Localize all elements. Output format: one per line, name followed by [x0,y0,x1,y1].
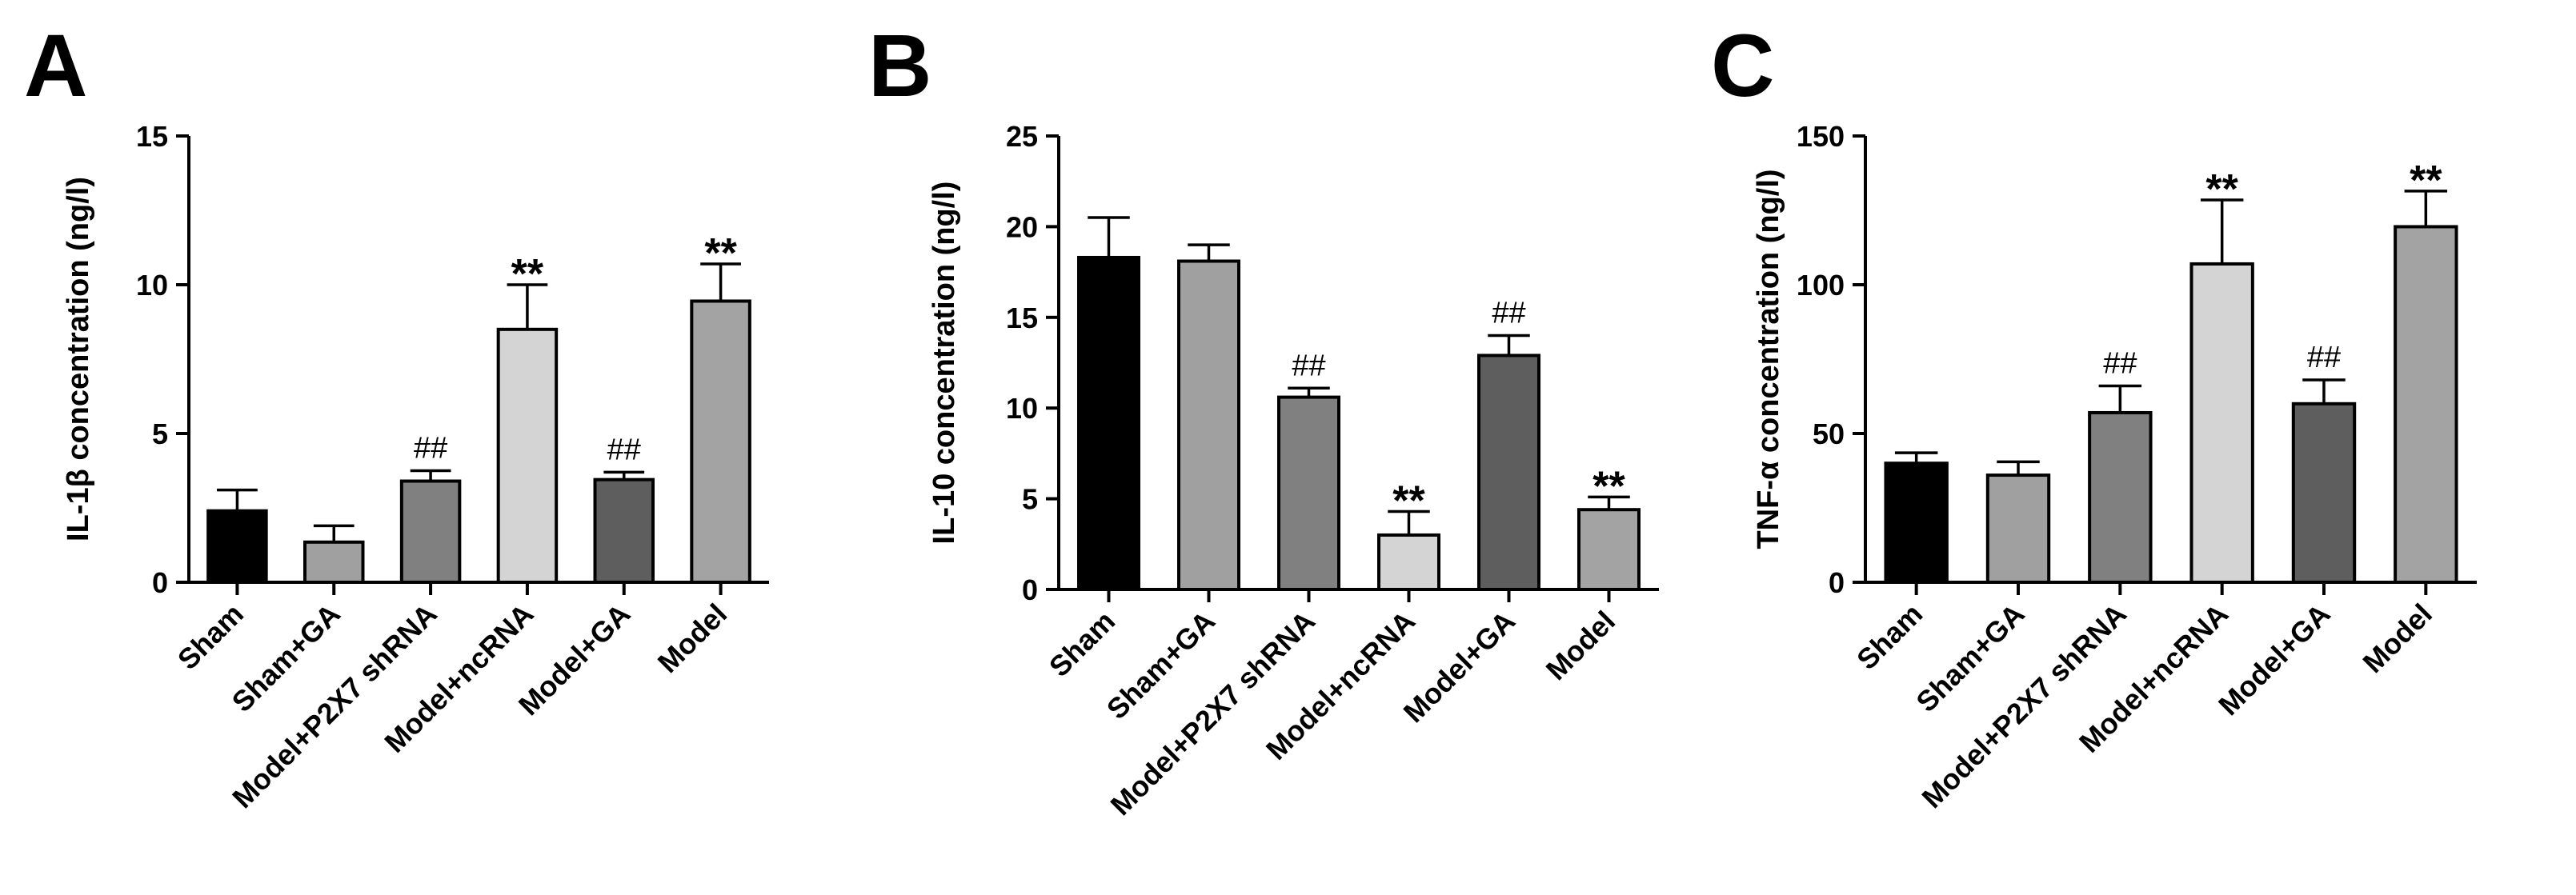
x-tick-label: Sham [171,597,250,676]
significance-star: ** [1592,463,1625,509]
panel-letter: B [868,17,931,115]
y-tick-label: 25 [1006,120,1038,153]
y-axis-label: IL-1β concentration (ng/l) [62,177,95,541]
x-tick-label: Model [2356,597,2438,680]
y-tick-label: 150 [1797,120,1845,153]
x-tick-label: Model+GA [2212,597,2337,722]
x-tick-label: Model+P2X7 shRNA [1915,597,2133,815]
y-tick-label: 5 [152,418,168,450]
bar-model-ga [2291,402,2357,584]
bar-model-ga [1477,354,1540,591]
y-tick-label: 50 [1813,418,1845,450]
bar-model [2394,225,2458,584]
y-axis-label: IL-10 concentration (ng/l) [927,182,961,545]
panel-letter: C [1711,17,1774,115]
x-tick-label: Sham [1850,597,1929,676]
bar-sham [206,509,268,584]
bar-sham-ga [1177,259,1240,591]
y-tick-label: 5 [1022,483,1038,516]
x-tick-label: Sham [1043,605,1121,683]
significance-hash: ## [607,433,641,466]
bar-sham-ga [1985,473,2051,585]
y-axis-label: TNF-α concentration (ng/l) [1752,169,1785,549]
y-tick-label: 100 [1797,269,1845,302]
significance-hash: ## [2103,346,2137,380]
bar-model-ncrna [496,327,559,584]
y-tick-label: 10 [1006,392,1038,425]
y-tick-label: 15 [1006,302,1038,334]
y-tick-label: 0 [152,566,168,599]
significance-hash: ## [1292,349,1325,382]
bar-sham [1884,461,1949,585]
y-tick-label: 10 [136,269,168,302]
significance-star: ** [2205,166,2238,213]
y-tick-label: 20 [1006,210,1038,243]
bar-sham [1077,255,1140,591]
bar-model-ncrna [2189,262,2254,584]
bar-model-p2x7-shrna [1277,395,1340,592]
significance-hash: ## [414,432,447,465]
significance-hash: ## [1492,296,1525,330]
chart-panel-b: B 0 5 10 15 20 25 IL-10 concentration (ng/l) Sha… [868,17,1659,821]
x-tick-label: Model [651,597,734,680]
bar-model [690,299,751,584]
significance-star: ** [1392,477,1425,524]
bar-model-p2x7-shrna [399,479,462,585]
bar-model-ga [593,477,655,584]
panel-letter: A [24,17,87,115]
bar-model-p2x7-shrna [2088,410,2153,585]
significance-star: ** [704,230,737,277]
significance-hash: ## [2307,341,2341,374]
x-tick-label: Model [1540,605,1622,687]
bar-sham-ga [303,540,365,585]
bar-model [1577,508,1641,592]
y-tick-label: 0 [1829,566,1845,599]
significance-star: ** [2410,158,2442,204]
chart-panel-c: C 0 50 100 150 TNF-α concentration (ng/l) Sham… [1711,17,2477,814]
significance-star: ** [511,251,544,298]
bar-model-ncrna [1377,533,1440,592]
y-tick-label: 15 [136,120,168,153]
y-tick-label: 0 [1022,573,1038,606]
